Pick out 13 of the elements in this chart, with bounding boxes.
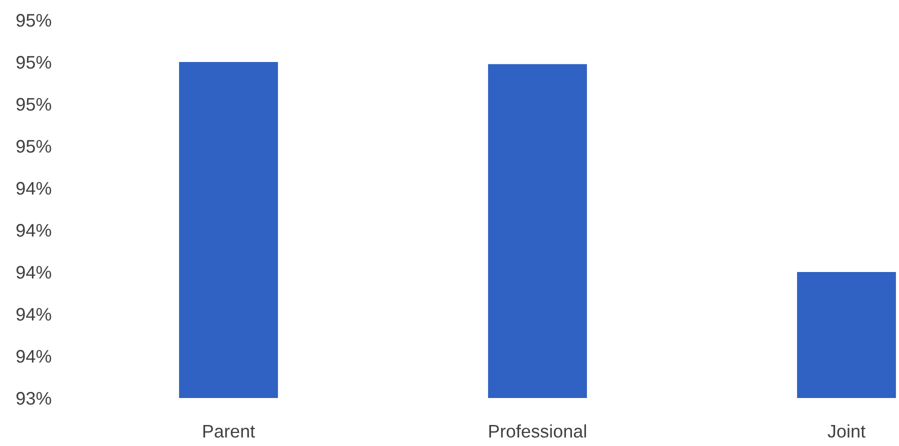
y-tick-label: 94% — [16, 182, 52, 195]
y-tick-label: 94% — [16, 350, 52, 363]
y-tick-label: 95% — [16, 140, 52, 153]
y-tick-label: 95% — [16, 14, 52, 27]
y-tick-label: 94% — [16, 308, 52, 321]
x-tick-label: Professional — [489, 424, 586, 438]
x-tick-label: Joint — [828, 424, 866, 438]
y-tick-label: 94% — [16, 266, 52, 279]
y-tick-label: 95% — [16, 98, 52, 111]
x-tick-label: Parent — [203, 425, 255, 438]
y-tick-label: 95% — [16, 56, 52, 69]
y-tick-label: 94% — [16, 224, 52, 237]
y-tick-label: 93% — [16, 392, 52, 405]
